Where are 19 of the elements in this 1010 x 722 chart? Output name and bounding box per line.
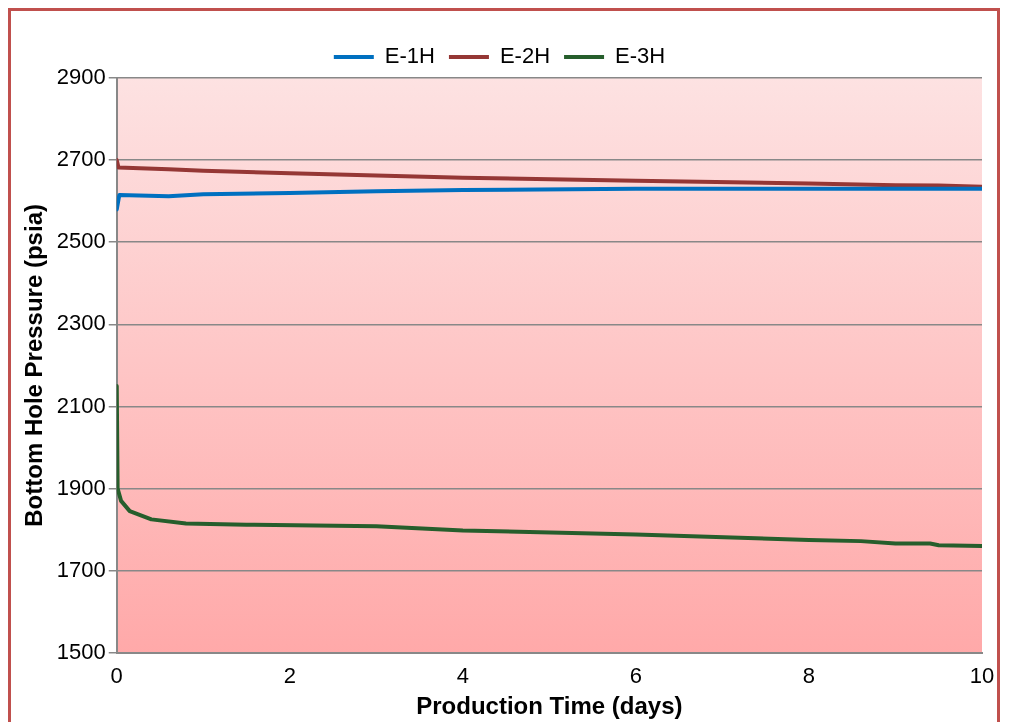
y-axis-title: Bottom Hole Pressure (psia) xyxy=(20,204,48,527)
x-tick-label: 0 xyxy=(110,663,123,689)
y-tick-label: 2700 xyxy=(56,146,106,172)
legend-label: E-2H xyxy=(499,43,551,69)
x-tick-label: 10 xyxy=(969,663,995,689)
y-tick-label: 1700 xyxy=(56,556,106,582)
y-tick-label: 1900 xyxy=(56,474,106,500)
x-tick-label: 8 xyxy=(802,663,816,689)
y-tick-label: 2500 xyxy=(56,228,106,254)
x-tick-label: 4 xyxy=(456,663,469,689)
y-tick-label: 2100 xyxy=(56,392,106,418)
x-tick-label: 2 xyxy=(283,663,296,689)
legend-label: E-1H xyxy=(384,43,435,69)
x-tick-label: 6 xyxy=(629,663,643,689)
x-axis-title: Production Time (days) xyxy=(416,692,683,720)
y-tick-label: 2900 xyxy=(56,64,106,90)
y-tick-label: 1500 xyxy=(56,638,106,664)
legend-label: E-3H xyxy=(615,43,666,69)
y-tick-label: 2300 xyxy=(56,310,106,336)
